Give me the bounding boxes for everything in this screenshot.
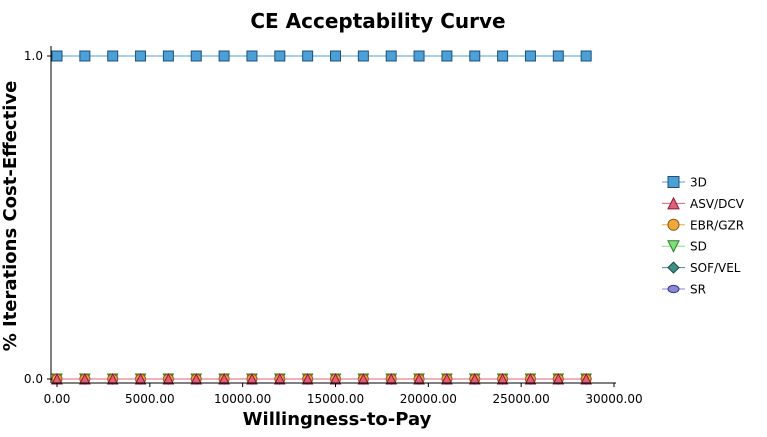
y-tick-label: 1.0 <box>24 49 43 63</box>
y-tick-label: 0.0 <box>24 372 43 386</box>
data-point <box>524 372 537 385</box>
data-point <box>218 372 230 385</box>
data-point <box>552 372 565 385</box>
x-tick-label: 20000.00 <box>400 392 457 406</box>
data-point <box>135 50 147 62</box>
data-point <box>106 372 119 385</box>
data-point <box>134 372 147 385</box>
legend-item: SOF/VEL <box>662 261 741 275</box>
data-point <box>218 50 230 62</box>
data-point <box>357 50 369 62</box>
legend: 3D ASV/DCV EBR/GZR SD SOF/VEL SR <box>662 176 745 297</box>
plot-area <box>51 50 592 386</box>
data-point <box>51 50 63 62</box>
data-point <box>385 50 397 62</box>
data-point <box>273 372 286 385</box>
legend-item: EBR/GZR <box>662 218 744 232</box>
legend-marker <box>667 240 680 253</box>
data-point <box>441 50 453 62</box>
x-tick-label: 10000.00 <box>214 392 271 406</box>
data-point <box>385 372 398 385</box>
legend-label: EBR/GZR <box>690 218 744 232</box>
data-point <box>441 372 453 385</box>
data-point <box>468 372 481 385</box>
data-point <box>79 372 91 385</box>
legend-label: 3D <box>690 176 707 190</box>
x-tick-label: 5000.00 <box>125 392 175 406</box>
series-asv-dcv <box>51 372 592 385</box>
data-point <box>246 372 258 385</box>
series-3d <box>51 50 592 62</box>
legend-item: ASV/DCV <box>662 196 745 211</box>
data-point <box>496 372 509 385</box>
data-point <box>274 50 286 62</box>
data-point <box>413 372 425 385</box>
chart-title: CE Acceptability Curve <box>250 9 505 33</box>
data-point <box>162 50 174 62</box>
legend-item: SD <box>662 240 707 254</box>
y-axis-title: % Iterations Cost-Effective <box>0 81 21 352</box>
data-point <box>330 50 341 62</box>
legend-marker <box>667 196 680 210</box>
legend-marker <box>667 218 680 231</box>
legend-item: 3D <box>662 176 707 190</box>
data-point <box>79 50 91 62</box>
legend-label: SOF/VEL <box>690 261 741 275</box>
data-point <box>524 50 536 62</box>
y-axis-ticks: 0.0 1.0 <box>24 49 51 386</box>
legend-marker <box>667 176 680 188</box>
legend-item: SR <box>662 283 706 297</box>
data-point <box>469 50 481 62</box>
legend-marker <box>667 284 680 294</box>
x-tick-label: 30000.00 <box>585 392 642 406</box>
data-point <box>190 372 203 385</box>
data-point <box>580 50 592 62</box>
data-point <box>413 50 425 62</box>
data-point <box>580 372 592 385</box>
data-point <box>246 50 258 62</box>
data-point <box>301 372 314 385</box>
legend-label: SD <box>690 240 707 254</box>
legend-label: SR <box>690 283 706 297</box>
x-axis-ticks: 0.00 5000.00 10000.00 15000.00 20000.00 25000… <box>44 383 643 406</box>
data-point <box>162 372 175 385</box>
legend-label: ASV/DCV <box>690 197 745 211</box>
x-tick-label: 25000.00 <box>493 392 550 406</box>
data-point <box>302 50 314 62</box>
legend-marker <box>667 261 680 274</box>
data-point <box>552 50 564 62</box>
data-point <box>497 50 509 62</box>
data-point <box>190 50 202 62</box>
x-axis-title: Willingness-to-Pay <box>243 409 432 430</box>
x-tick-label: 15000.00 <box>307 392 364 406</box>
data-point <box>107 50 119 62</box>
x-tick-label: 0.00 <box>44 392 71 406</box>
data-point <box>357 372 370 385</box>
